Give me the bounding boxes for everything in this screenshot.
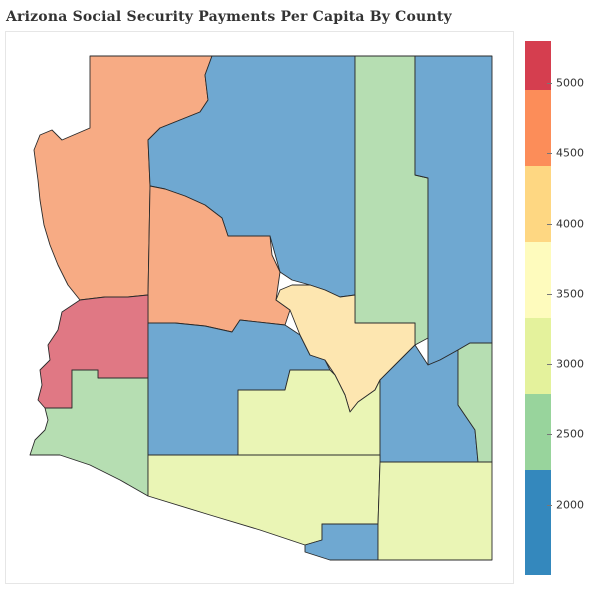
legend-tick-mark [547, 223, 552, 225]
map-title: Arizona Social Security Payments Per Cap… [6, 9, 452, 25]
legend-bin [525, 317, 551, 394]
legend-tick-label: 3500 [556, 287, 584, 301]
legend-tick-mark [547, 364, 552, 366]
map-frame [5, 31, 514, 584]
legend-bin [525, 469, 551, 575]
legend-bin [525, 166, 551, 242]
legend-bin [525, 90, 551, 167]
legend-tick-mark [547, 293, 552, 295]
color-legend [525, 41, 551, 575]
legend-tick-mark [547, 153, 552, 155]
legend-tick-label: 5000 [556, 76, 584, 90]
legend-bin [525, 393, 551, 470]
county-cochise[interactable] [377, 461, 493, 561]
legend-tick-label: 3000 [556, 357, 584, 371]
legend-tick-label: 4000 [556, 217, 584, 231]
legend-bin [525, 41, 551, 91]
legend-tick-label: 2500 [556, 427, 584, 441]
legend-tick-label: 4500 [556, 146, 584, 160]
legend-tick-mark [547, 504, 552, 506]
legend-tick-mark [547, 434, 552, 436]
county-yuma[interactable] [29, 369, 149, 497]
legend-tick-label: 2000 [556, 498, 584, 512]
legend-tick-mark [547, 83, 552, 85]
legend-bin [525, 241, 551, 318]
